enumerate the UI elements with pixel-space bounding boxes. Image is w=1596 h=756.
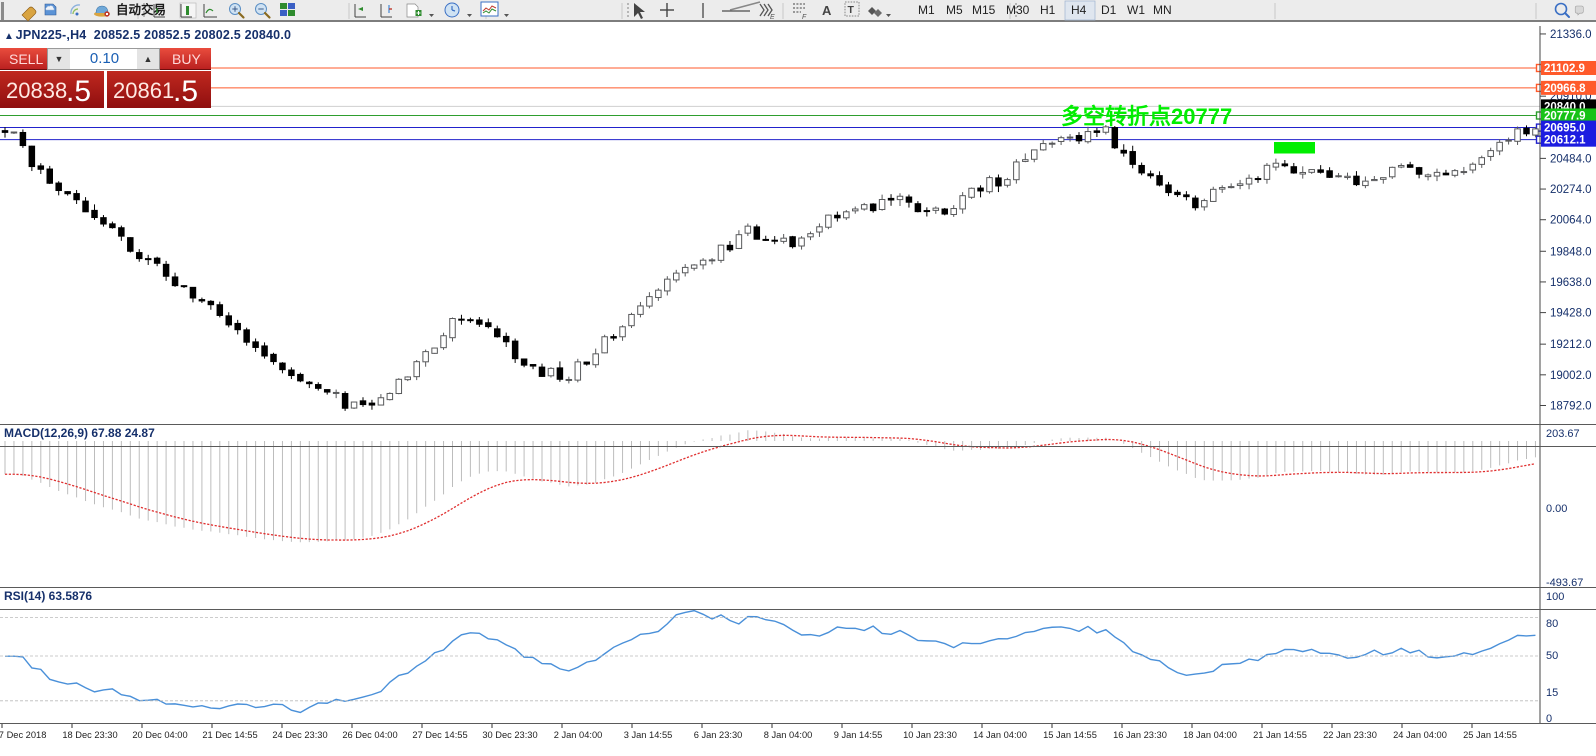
svg-text:24 Jan 04:00: 24 Jan 04:00 [1393, 730, 1447, 740]
svg-text:T: T [848, 4, 855, 16]
svg-text:MACD(12,26,9) 67.88 24.87: MACD(12,26,9) 67.88 24.87 [4, 426, 155, 440]
svg-text:19638.0: 19638.0 [1550, 277, 1592, 289]
svg-text:SELL: SELL [9, 51, 43, 67]
svg-text:17 Dec 2018: 17 Dec 2018 [0, 730, 46, 740]
svg-text:18 Dec 23:30: 18 Dec 23:30 [62, 730, 117, 740]
svg-text:-493.67: -493.67 [1546, 577, 1583, 588]
svg-text:18 Jan 04:00: 18 Jan 04:00 [1183, 730, 1237, 740]
svg-text:3 Jan 14:55: 3 Jan 14:55 [624, 730, 673, 740]
svg-text:14 Jan 04:00: 14 Jan 04:00 [973, 730, 1027, 740]
svg-text:20838: 20838 [6, 78, 67, 103]
svg-text:20484.0: 20484.0 [1550, 153, 1592, 165]
svg-text:16 Jan 23:30: 16 Jan 23:30 [1113, 730, 1167, 740]
svg-text:20861: 20861 [113, 78, 174, 103]
svg-text:15 Jan 14:55: 15 Jan 14:55 [1043, 730, 1097, 740]
svg-text:.5: .5 [173, 75, 198, 108]
svg-text:19002.0: 19002.0 [1550, 370, 1592, 382]
svg-text:M15: M15 [972, 3, 996, 17]
svg-text:24 Dec 23:30: 24 Dec 23:30 [272, 730, 327, 740]
svg-text:6 Jan 23:30: 6 Jan 23:30 [694, 730, 743, 740]
svg-text:20064.0: 20064.0 [1550, 215, 1592, 227]
svg-text:多空转折点20777: 多空转折点20777 [1061, 104, 1232, 129]
svg-text:20966.8: 20966.8 [1544, 83, 1586, 95]
svg-text:M30: M30 [1006, 3, 1030, 17]
svg-text:10 Jan 23:30: 10 Jan 23:30 [903, 730, 957, 740]
svg-text:20 Dec 04:00: 20 Dec 04:00 [132, 730, 187, 740]
svg-text:26 Dec 04:00: 26 Dec 04:00 [342, 730, 397, 740]
svg-text:RSI(14) 63.5876: RSI(14) 63.5876 [4, 589, 92, 603]
svg-text:20274.0: 20274.0 [1550, 184, 1592, 196]
svg-text:15: 15 [1546, 687, 1558, 699]
svg-text:18792.0: 18792.0 [1550, 400, 1592, 412]
svg-text:自动交易: 自动交易 [116, 2, 166, 17]
svg-text:2 Jan 04:00: 2 Jan 04:00 [554, 730, 603, 740]
svg-text:27 Dec 14:55: 27 Dec 14:55 [412, 730, 467, 740]
svg-text:M5: M5 [946, 3, 963, 17]
svg-text:80: 80 [1546, 618, 1558, 630]
svg-text:21336.0: 21336.0 [1550, 29, 1592, 41]
svg-text:22 Jan 23:30: 22 Jan 23:30 [1323, 730, 1377, 740]
svg-text:30 Dec 23:30: 30 Dec 23:30 [482, 730, 537, 740]
svg-text:19428.0: 19428.0 [1550, 308, 1592, 320]
svg-text:D1: D1 [1101, 3, 1117, 17]
svg-text:F: F [802, 14, 807, 21]
svg-text:50: 50 [1546, 650, 1558, 662]
svg-text:H4: H4 [1071, 3, 1087, 17]
svg-text:M1: M1 [918, 3, 935, 17]
svg-text:21102.9: 21102.9 [1544, 63, 1585, 75]
svg-text:9 Jan 14:55: 9 Jan 14:55 [834, 730, 883, 740]
svg-text:8 Jan 04:00: 8 Jan 04:00 [764, 730, 813, 740]
svg-text:100: 100 [1546, 591, 1564, 603]
svg-text:19212.0: 19212.0 [1550, 339, 1592, 351]
svg-text:.5: .5 [66, 75, 91, 108]
svg-text:20612.1: 20612.1 [1544, 135, 1586, 147]
svg-text:A: A [822, 3, 832, 18]
svg-text:203.67: 203.67 [1546, 428, 1580, 440]
svg-text:E: E [770, 14, 775, 21]
svg-text:0: 0 [1546, 713, 1552, 724]
svg-text:0.00: 0.00 [1546, 503, 1567, 515]
svg-text:21 Dec 14:55: 21 Dec 14:55 [202, 730, 257, 740]
svg-text:W1: W1 [1127, 3, 1145, 17]
svg-text:19848.0: 19848.0 [1550, 246, 1592, 258]
svg-text:21 Jan 14:55: 21 Jan 14:55 [1253, 730, 1307, 740]
svg-text:H1: H1 [1040, 3, 1056, 17]
svg-text:MN: MN [1153, 3, 1172, 17]
svg-text:25 Jan 14:55: 25 Jan 14:55 [1463, 730, 1517, 740]
svg-text:BUY: BUY [172, 51, 201, 67]
